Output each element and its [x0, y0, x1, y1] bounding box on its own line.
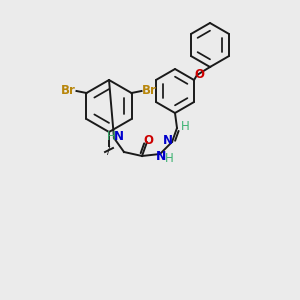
Text: H: H	[181, 119, 189, 133]
Text: Br: Br	[61, 85, 76, 98]
Text: N: N	[114, 130, 124, 143]
Text: N: N	[156, 149, 166, 163]
Text: H: H	[165, 152, 173, 164]
Text: Br: Br	[142, 85, 157, 98]
Text: N: N	[163, 134, 173, 148]
Text: O: O	[194, 68, 204, 80]
Text: /: /	[107, 146, 111, 156]
Text: O: O	[143, 134, 153, 148]
Text: H: H	[106, 130, 116, 143]
